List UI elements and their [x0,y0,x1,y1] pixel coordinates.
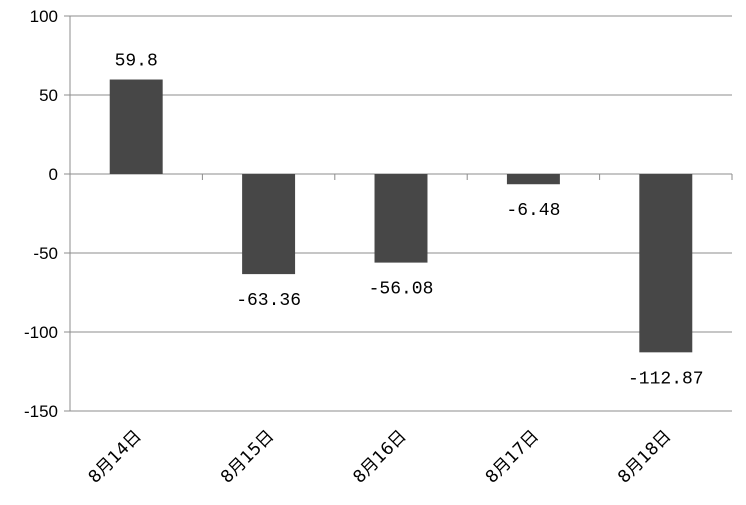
x-category-label: 8月18日 [614,426,675,487]
x-category-label: 8月14日 [85,426,146,487]
y-tick-label: -150 [24,402,58,421]
bars [109,79,693,353]
x-category-label: 8月17日 [482,426,543,487]
labels: 100 50 0 -50 -100 -150 59.8 8月14日 -63.36 8月15日 -56… [24,7,704,488]
bar [242,174,296,275]
bar [109,79,163,174]
data-label: -56.08 [369,280,434,300]
y-tick-label: 100 [30,7,58,26]
data-label: -112.87 [628,369,704,389]
y-tick-label: 50 [39,86,58,105]
x-category-label: 8月16日 [349,426,410,487]
bar [506,174,560,185]
data-label: 59.8 [115,52,158,72]
data-label: -63.36 [236,291,301,311]
x-category-label: 8月15日 [217,426,278,487]
y-tick-label: -50 [33,244,58,263]
y-tick-label: -100 [24,323,58,342]
bar [639,174,693,353]
y-tick-label: 0 [49,165,58,184]
data-label: -6.48 [506,201,560,221]
bar [374,174,428,263]
